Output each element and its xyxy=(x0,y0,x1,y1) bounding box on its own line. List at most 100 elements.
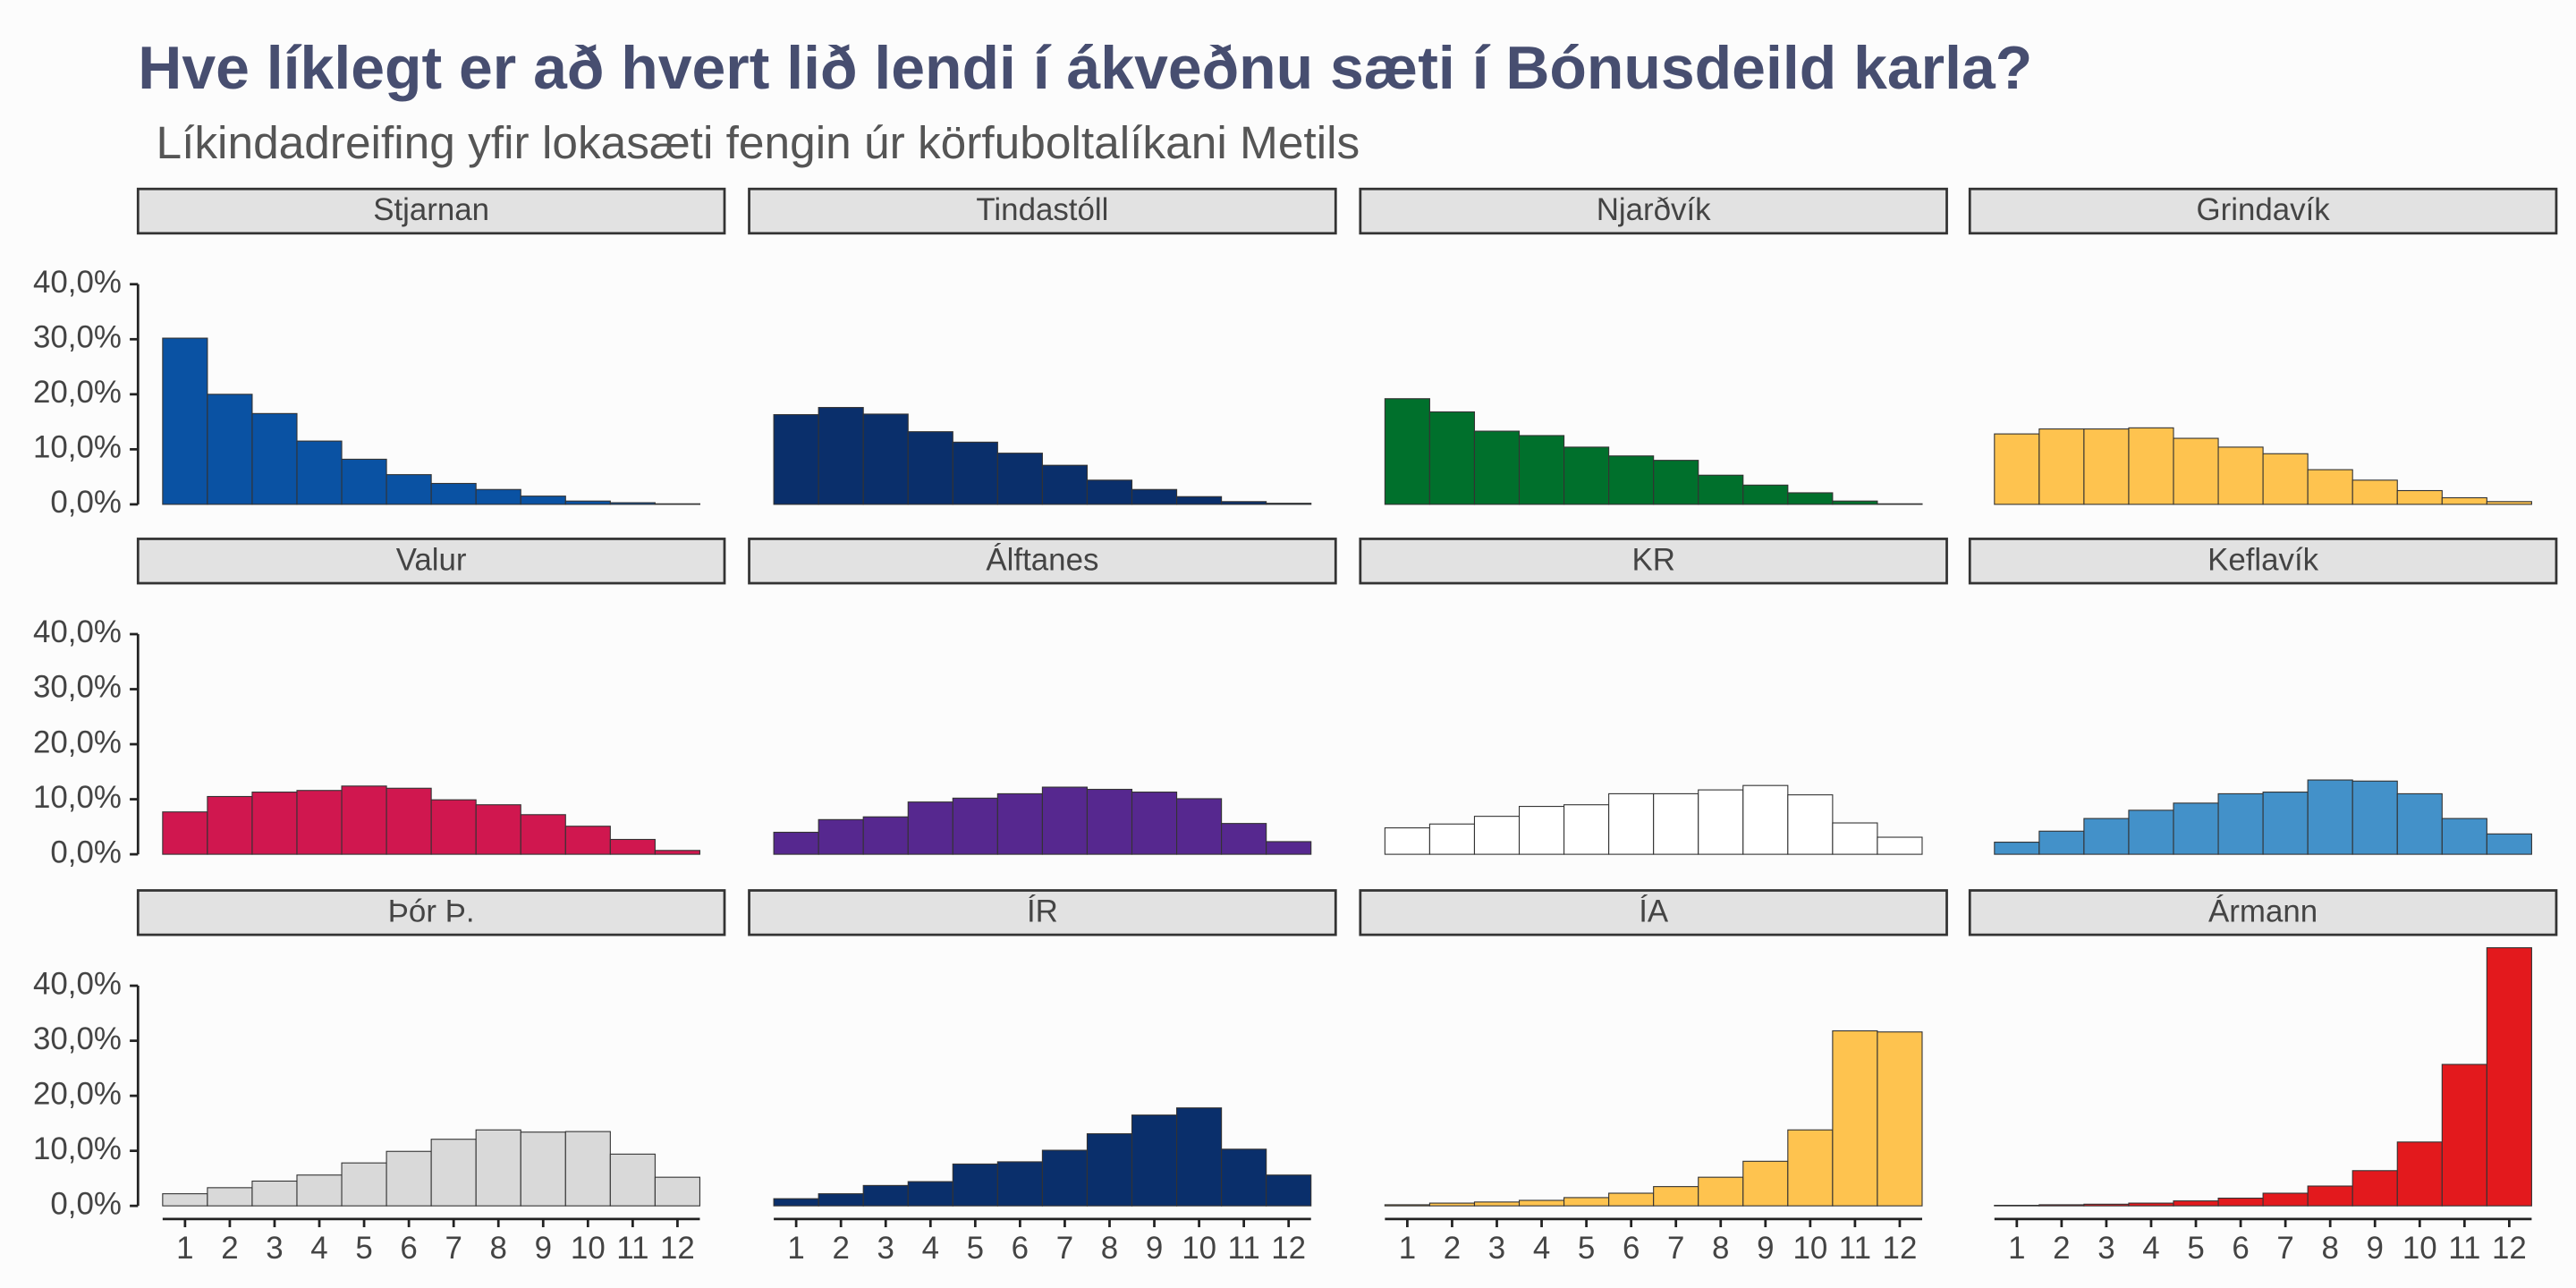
x-tick-label: 3 xyxy=(877,1231,894,1266)
bar xyxy=(386,474,432,505)
facet-strip xyxy=(1968,187,2558,235)
bar xyxy=(2173,802,2219,855)
bar xyxy=(1221,823,1267,855)
bar xyxy=(1384,827,1430,855)
bar xyxy=(862,816,909,855)
x-tick-label: 2 xyxy=(832,1231,849,1266)
bar xyxy=(2173,437,2219,505)
bar xyxy=(1563,804,1610,855)
bar xyxy=(952,441,998,505)
x-tick-label: 8 xyxy=(1712,1231,1729,1266)
bar xyxy=(162,1193,208,1207)
y-tick-label: 10,0% xyxy=(33,430,122,465)
bar xyxy=(564,500,611,505)
x-tick-label: 3 xyxy=(266,1231,283,1266)
bar xyxy=(2351,1170,2398,1207)
bar xyxy=(1131,792,1178,855)
bar xyxy=(2396,1141,2443,1207)
x-tick-label: 8 xyxy=(2321,1231,2338,1266)
bar xyxy=(2038,1204,2085,1207)
y-tick-label: 0,0% xyxy=(50,835,122,869)
facet-label: KR xyxy=(1631,542,1674,577)
bar xyxy=(1653,1186,1699,1207)
bar xyxy=(1086,1133,1133,1207)
bar xyxy=(296,1174,343,1207)
bar xyxy=(1994,433,2040,505)
bar xyxy=(520,496,566,505)
bar xyxy=(862,1184,909,1207)
bar xyxy=(2307,779,2353,855)
x-tick-label: 6 xyxy=(1623,1231,1640,1266)
x-tick-label: 5 xyxy=(2187,1231,2204,1266)
bar xyxy=(1428,411,1476,505)
x-tick-label: 9 xyxy=(535,1231,552,1266)
facet-label: Njarðvík xyxy=(1597,192,1711,227)
bar xyxy=(2038,428,2085,505)
bar xyxy=(996,1161,1043,1207)
facet-label: Álftanes xyxy=(986,542,1098,577)
bar xyxy=(609,1153,656,1207)
bar xyxy=(386,787,432,855)
bar xyxy=(207,795,253,855)
bar xyxy=(2083,818,2130,855)
bar xyxy=(1563,1197,1610,1207)
bar xyxy=(1608,455,1655,505)
bar xyxy=(609,838,656,855)
x-tick-label: 10 xyxy=(571,1231,606,1266)
facet-label: Keflavík xyxy=(2207,542,2319,577)
x-tick-label: 9 xyxy=(1146,1231,1163,1266)
bar xyxy=(1832,1030,1878,1207)
bar xyxy=(2262,792,2309,855)
bar xyxy=(341,785,387,855)
bar xyxy=(1266,1174,1312,1207)
facet-strip xyxy=(136,187,726,235)
bar xyxy=(2262,1192,2309,1207)
x-tick-label: 1 xyxy=(787,1231,804,1266)
facet-strip xyxy=(1359,889,1948,936)
bar xyxy=(773,414,819,505)
facet-label: Ármann xyxy=(2208,894,2318,928)
facet-label: Valur xyxy=(396,542,467,577)
bar xyxy=(1787,492,1834,505)
x-tick-label: 6 xyxy=(2232,1231,2249,1266)
bar xyxy=(2217,446,2264,505)
bar xyxy=(818,407,864,505)
bar xyxy=(1131,1114,1178,1207)
x-tick-label: 12 xyxy=(1271,1231,1306,1266)
bar xyxy=(2217,1197,2264,1207)
bar xyxy=(1221,1148,1267,1207)
x-tick-label: 7 xyxy=(1667,1231,1684,1266)
bar xyxy=(1742,484,1789,505)
bar xyxy=(1041,786,1089,855)
x-tick-label: 4 xyxy=(310,1231,327,1266)
x-tick-label: 12 xyxy=(1883,1231,1918,1266)
bar xyxy=(162,337,208,505)
facet-label: Tindastóll xyxy=(976,192,1108,227)
bar xyxy=(251,792,298,855)
y-tick-label: 40,0% xyxy=(33,265,122,300)
bar xyxy=(296,790,343,855)
bar xyxy=(207,1187,253,1207)
bar xyxy=(1698,474,1744,505)
bar xyxy=(1518,435,1565,505)
bar xyxy=(2128,809,2174,855)
bar xyxy=(818,818,864,855)
x-tick-label: 2 xyxy=(221,1231,238,1266)
bar xyxy=(2307,1185,2353,1207)
bar xyxy=(564,1131,611,1207)
bar xyxy=(1787,794,1834,855)
x-tick-label: 10 xyxy=(2402,1231,2437,1266)
bar xyxy=(818,1193,864,1207)
bar xyxy=(1698,1176,1744,1207)
x-tick-label: 4 xyxy=(922,1231,939,1266)
bar xyxy=(2351,780,2398,855)
facet-strip xyxy=(1968,538,2558,585)
y-tick-label: 10,0% xyxy=(33,780,122,815)
facet-label: ÍA xyxy=(1639,894,1669,928)
x-tick-label: 5 xyxy=(967,1231,984,1266)
facet-strip xyxy=(748,538,1337,585)
bar xyxy=(1877,836,1923,855)
bar xyxy=(2486,947,2532,1207)
